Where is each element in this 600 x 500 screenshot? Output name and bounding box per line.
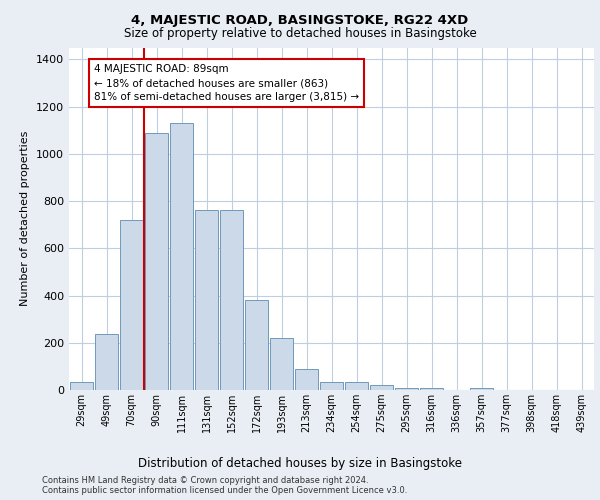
Bar <box>195 210 218 390</box>
Bar <box>370 386 393 390</box>
Text: 4 MAJESTIC ROAD: 89sqm
← 18% of detached houses are smaller (863)
81% of semi-de: 4 MAJESTIC ROAD: 89sqm ← 18% of detached… <box>94 64 359 102</box>
Bar <box>170 123 193 390</box>
Bar <box>295 368 318 390</box>
Text: 4, MAJESTIC ROAD, BASINGSTOKE, RG22 4XD: 4, MAJESTIC ROAD, BASINGSTOKE, RG22 4XD <box>131 14 469 27</box>
Bar <box>120 220 143 390</box>
Y-axis label: Number of detached properties: Number of detached properties <box>20 131 31 306</box>
Bar <box>470 388 493 390</box>
Text: Distribution of detached houses by size in Basingstoke: Distribution of detached houses by size … <box>138 458 462 470</box>
Bar <box>270 338 293 390</box>
Bar <box>70 382 93 390</box>
Bar <box>95 334 118 390</box>
Bar <box>420 388 443 390</box>
Bar <box>345 382 368 390</box>
Text: Size of property relative to detached houses in Basingstoke: Size of property relative to detached ho… <box>124 28 476 40</box>
Bar <box>220 210 243 390</box>
Bar <box>395 388 418 390</box>
Bar <box>145 132 168 390</box>
Text: Contains HM Land Registry data © Crown copyright and database right 2024.: Contains HM Land Registry data © Crown c… <box>42 476 368 485</box>
Text: Contains public sector information licensed under the Open Government Licence v3: Contains public sector information licen… <box>42 486 407 495</box>
Bar <box>320 382 343 390</box>
Bar <box>245 300 268 390</box>
